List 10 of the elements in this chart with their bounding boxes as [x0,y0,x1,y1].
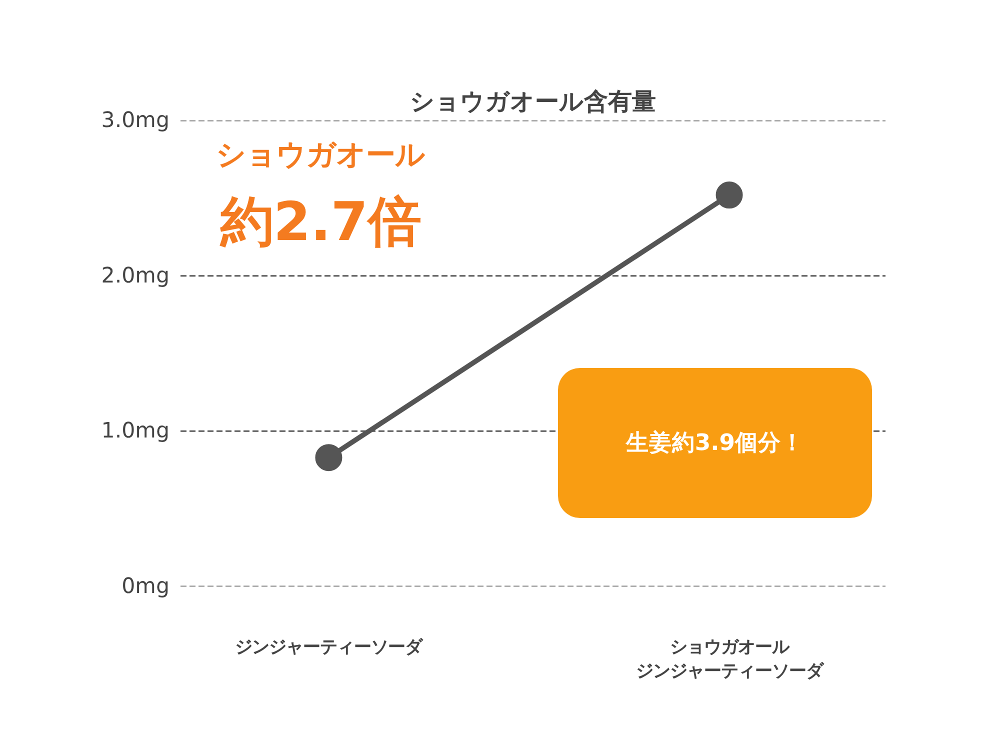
y-tick-label: 0mg [122,574,170,599]
x-tick-label: ショウガオール ジンジャーティーソーダ [636,638,824,682]
y-tick-label: 2.0mg [101,263,170,288]
annotation: ショウガオール [216,138,426,172]
annotation: 約2.7倍 [219,190,421,253]
y-tick-label: 1.0mg [101,418,170,444]
y-tick-label: 3.0mg [101,108,170,133]
x-tick-label: ジンジャーティーソーダ [235,638,424,658]
chart-title: ショウガオール含有量 [410,88,656,116]
picture-callout: 生姜約3.9個分！ [558,368,872,518]
